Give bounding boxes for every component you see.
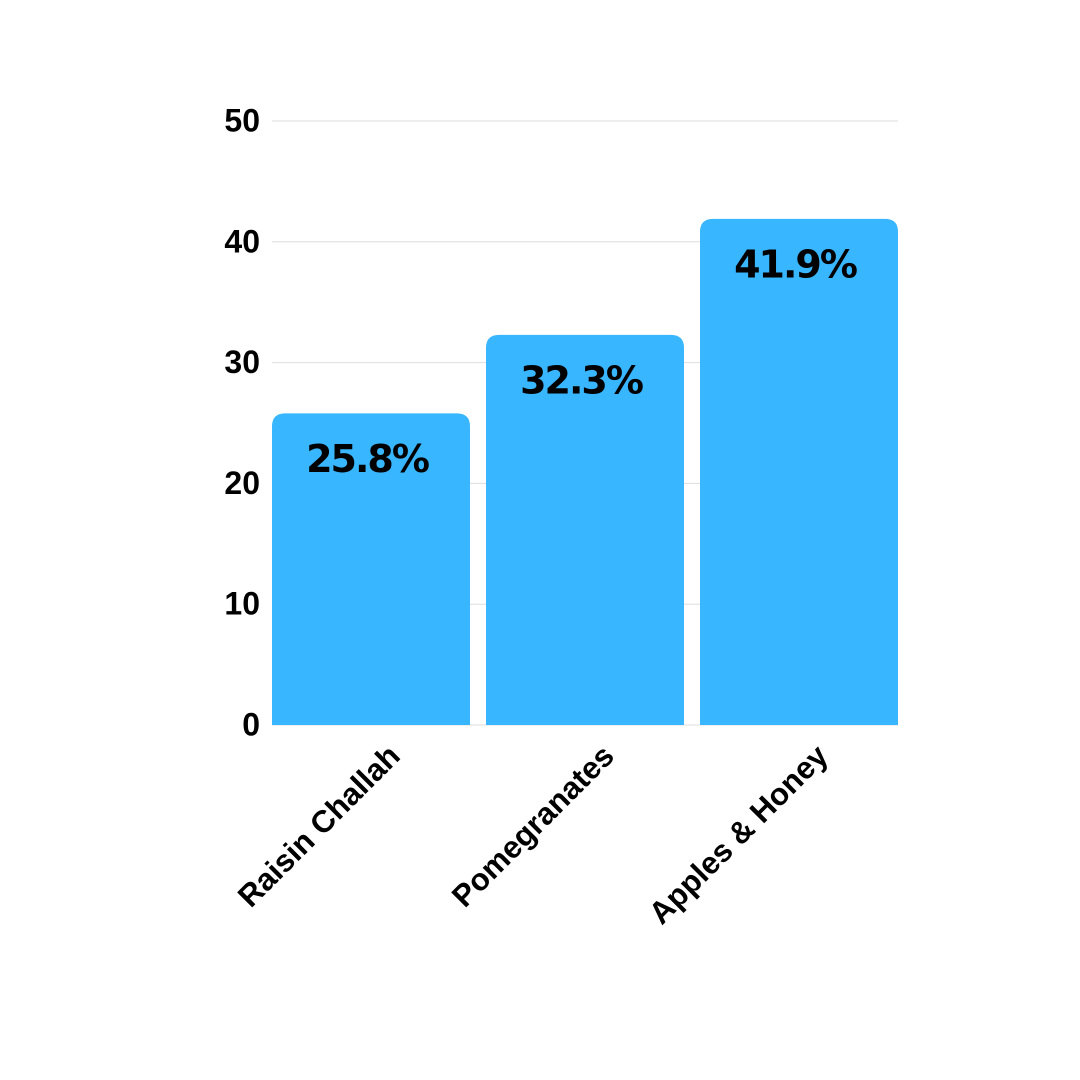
bar (486, 334, 684, 725)
y-tick-label: 20 (224, 465, 260, 501)
y-tick-label: 10 (224, 586, 260, 622)
value-label: 41.9% (734, 242, 857, 286)
x-tick-label: Pomegranates (445, 738, 621, 914)
y-tick-label: 0 (242, 706, 260, 742)
y-tick-label: 50 (224, 102, 260, 138)
bar (272, 413, 470, 725)
bar (700, 218, 898, 725)
x-tick-label: Apples & Honey (642, 737, 835, 930)
y-tick-label: 40 (224, 223, 260, 259)
value-label: 25.8% (306, 437, 429, 481)
y-tick-label: 30 (224, 344, 260, 380)
x-tick-label: Raisin Challah (231, 738, 407, 914)
value-label: 32.3% (520, 358, 643, 402)
